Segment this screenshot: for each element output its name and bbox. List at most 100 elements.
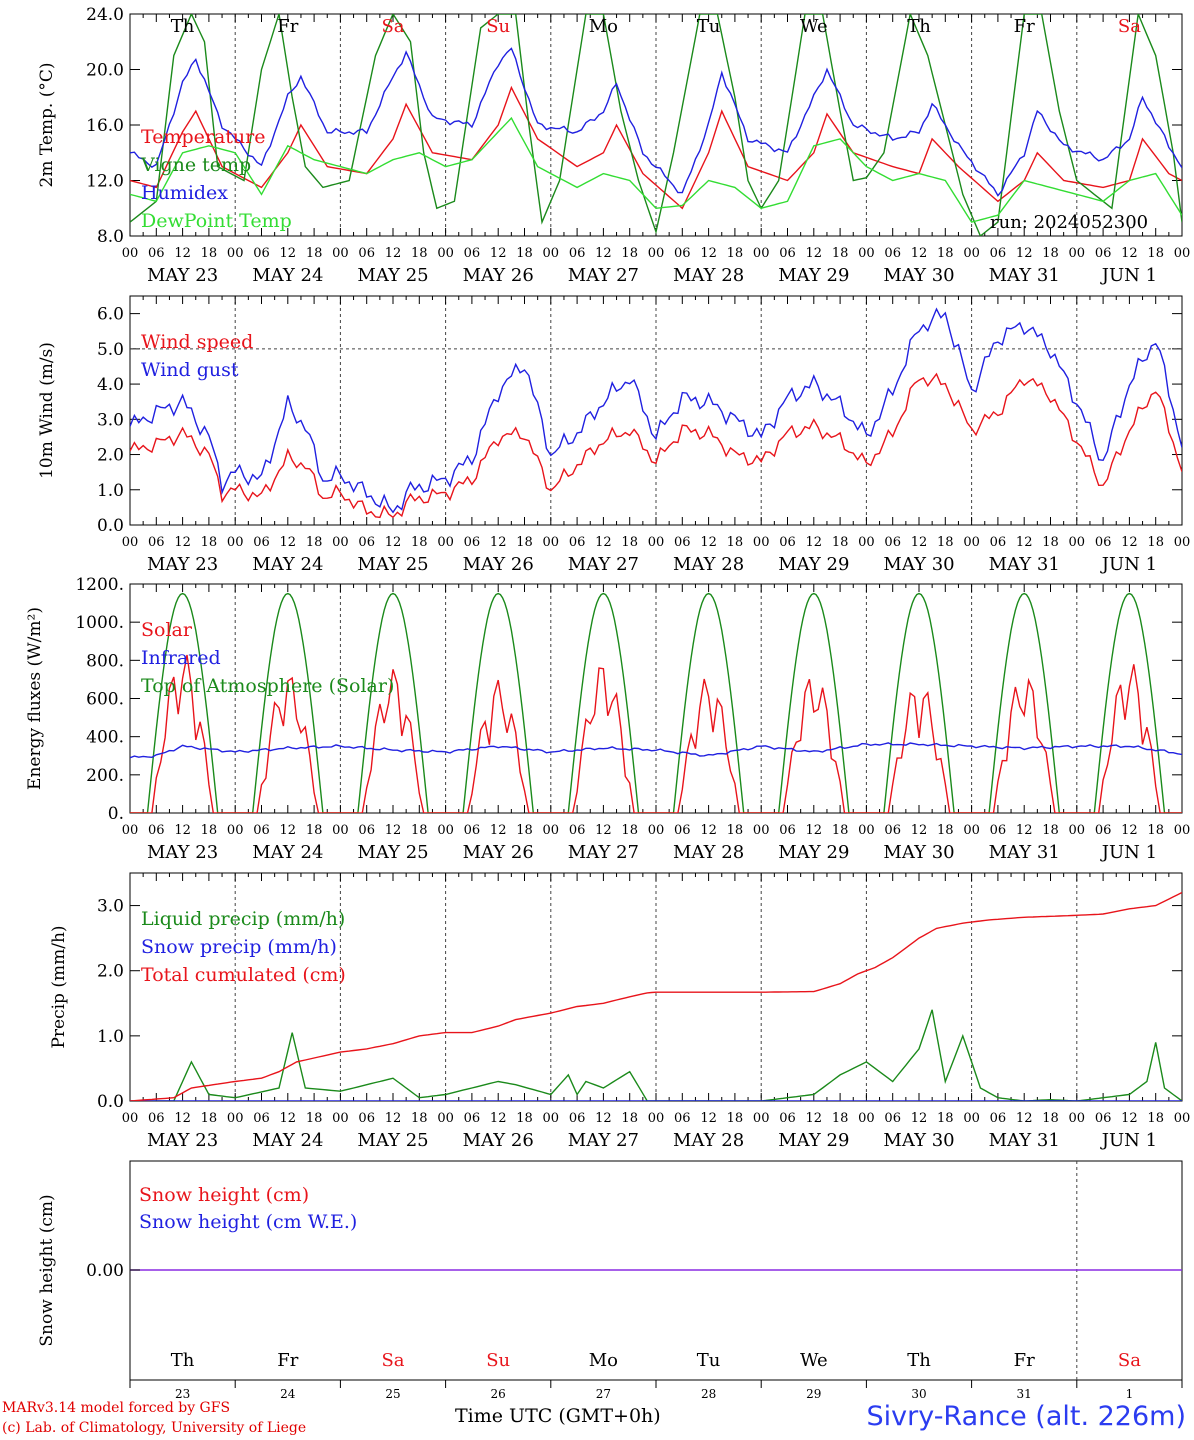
weekday-label: Tu [697,16,721,37]
station-title: Sivry-Rance (alt. 226m) [866,1401,1186,1432]
hour-tick-label: 06 [884,1111,901,1126]
date-label: JUN 1 [1100,842,1157,863]
y-tick-label: 1200. [75,575,124,595]
hour-tick-label: 18 [306,1111,323,1126]
hour-tick-label: 06 [990,823,1007,838]
model-credit: MARv3.14 model forced by GFS [2,1400,231,1416]
hour-tick-label: 12 [280,1111,297,1126]
weekday-label: Sa [381,16,404,37]
hour-tick-label: 00 [858,823,875,838]
legend-dewpoint-temp: DewPoint Temp [141,210,292,232]
hour-tick-label: 18 [727,1111,744,1126]
hour-tick-label: 18 [832,246,849,261]
hour-tick-label: 18 [411,535,428,550]
hour-tick-label: 18 [621,535,638,550]
day-number-label: 1 [1126,1387,1134,1401]
hour-tick-label: 06 [674,246,691,261]
y-tick-label: 2.0 [97,446,124,466]
hour-tick-label: 12 [174,535,191,550]
hour-tick-label: 12 [700,823,717,838]
hour-tick-label: 12 [1016,246,1033,261]
y-tick-label: 0.0 [97,1092,124,1112]
hour-tick-label: 06 [674,1111,691,1126]
hour-tick-label: 18 [1147,1111,1164,1126]
hour-tick-label: 18 [516,1111,533,1126]
hour-tick-label: 18 [832,535,849,550]
hour-tick-label: 06 [464,1111,481,1126]
hour-tick-label: 00 [332,823,349,838]
hour-tick-label: 12 [385,1111,402,1126]
y-tick-label: 3.0 [97,410,124,430]
y-tick-label: 0.00 [86,1261,124,1281]
hour-tick-label: 00 [1174,535,1191,550]
legend-total-cumulated-cm-: Total cumulated (cm) [141,964,346,986]
y-tick-label: 2.0 [97,962,124,982]
hour-tick-label: 18 [1147,535,1164,550]
hour-tick-label: 00 [1069,535,1086,550]
hour-tick-label: 18 [306,246,323,261]
hour-tick-label: 06 [674,823,691,838]
lab-credit: (c) Lab. of Climatology, University of L… [2,1420,307,1436]
hour-tick-label: 18 [201,246,218,261]
date-label: MAY 24 [252,554,323,575]
hour-tick-label: 12 [490,1111,507,1126]
hour-tick-label: 00 [122,1111,139,1126]
weekday-label: Th [171,1350,195,1371]
weekday-label: Th [907,16,931,37]
series-liquid-precip-mm-h- [130,1009,1182,1101]
weekday-label: Th [907,1350,931,1371]
day-number-label: 27 [596,1387,611,1401]
hour-tick-label: 00 [227,535,244,550]
hour-tick-label: 06 [569,535,586,550]
hour-tick-label: 18 [937,823,954,838]
hour-tick-label: 18 [516,823,533,838]
weekday-label: Sa [381,1350,404,1371]
date-label: JUN 1 [1100,265,1157,286]
weekday-label: Mo [589,16,618,37]
legend-snow-height-cm-w-e-: Snow height (cm W.E.) [139,1211,357,1233]
hour-tick-label: 00 [1069,1111,1086,1126]
hour-tick-label: 06 [1095,1111,1112,1126]
hour-tick-label: 12 [806,246,823,261]
y-tick-label: 3.0 [97,897,124,917]
day-number-label: 28 [701,1387,716,1401]
hour-tick-label: 12 [1016,535,1033,550]
date-label: MAY 31 [989,1130,1060,1151]
hour-tick-label: 12 [174,1111,191,1126]
y-tick-label: 4.0 [97,375,124,395]
weekday-label: Su [486,16,510,37]
hour-tick-label: 06 [148,823,165,838]
hour-tick-label: 18 [201,1111,218,1126]
y-axis-label: 2m Temp. (°C) [37,62,57,187]
hour-tick-label: 00 [1174,1111,1191,1126]
hour-tick-label: 06 [358,246,375,261]
date-label: MAY 30 [883,1130,954,1151]
hour-tick-label: 18 [201,535,218,550]
hour-tick-label: 12 [1121,246,1138,261]
y-tick-label: 600. [86,690,124,710]
date-label: MAY 24 [252,1130,323,1151]
hour-tick-label: 00 [648,535,665,550]
hour-tick-label: 06 [253,1111,270,1126]
hour-tick-label: 06 [1095,246,1112,261]
hour-tick-label: 00 [753,1111,770,1126]
date-label: MAY 30 [883,265,954,286]
series-toa-solar [130,592,1182,813]
hour-tick-label: 18 [411,823,428,838]
date-label: MAY 27 [568,1130,639,1151]
hour-tick-label: 12 [911,246,928,261]
hour-tick-label: 00 [648,823,665,838]
y-tick-label: 5.0 [97,340,124,360]
legend-wind-speed: Wind speed [141,331,253,353]
date-label: MAY 29 [778,1130,849,1151]
date-label: MAY 28 [673,554,744,575]
legend-infrared: Infrared [141,647,221,669]
hour-tick-label: 12 [595,823,612,838]
legend-top-of-atmosphere-solar-: Top of Atmosphere (Solar) [141,675,394,697]
hour-tick-label: 12 [385,246,402,261]
y-tick-label: 0.0 [97,516,124,536]
hour-tick-label: 12 [1016,823,1033,838]
series-vigne-temp [130,14,1182,236]
hour-tick-label: 18 [1042,823,1059,838]
hour-tick-label: 12 [806,1111,823,1126]
